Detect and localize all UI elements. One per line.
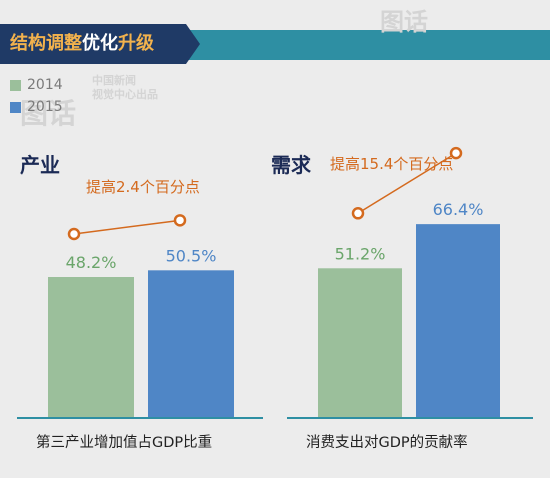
panel-title-industry: 产业	[20, 153, 60, 177]
header-label-background	[0, 24, 200, 64]
legend: 2014 2015	[10, 74, 63, 118]
caption-industry: 第三产业增加值占GDP比重	[36, 435, 213, 451]
callout-line-demand	[357, 152, 457, 214]
watermark-logo-2: 图话	[20, 97, 77, 130]
watermark-line-1: 中国新闻	[92, 74, 136, 87]
page-title: 结构调整优化升级	[10, 31, 154, 57]
baseline-industry	[17, 417, 263, 419]
title-part-2: 升级	[118, 33, 154, 54]
legend-item-2015: 2015	[10, 96, 63, 118]
watermark-logo: 图话	[380, 8, 428, 36]
bar-industry-2014	[48, 277, 134, 417]
callout-marker-industry-2015	[173, 214, 187, 227]
title-highlight: 优化	[82, 33, 118, 54]
value-label-industry-2014: 48.2%	[66, 253, 117, 272]
legend-item-2014: 2014	[10, 74, 63, 96]
bar-industry-2015	[148, 270, 234, 417]
baseline-demand	[287, 417, 533, 419]
caption-demand: 消费支出对GDP的贡献率	[306, 435, 468, 451]
legend-label-2014: 2014	[27, 77, 63, 93]
bar-demand-2014	[318, 268, 402, 417]
bar-demand-2015	[416, 224, 500, 417]
value-label-demand-2015: 66.4%	[433, 200, 484, 219]
legend-swatch-2015	[10, 101, 21, 113]
legend-label-2015: 2015	[27, 99, 63, 115]
watermark-line-2: 视觉中心出品	[92, 88, 158, 101]
title-part-1: 结构调整	[10, 33, 82, 54]
legend-swatch-2014	[10, 79, 21, 91]
callout-industry: 提高2.4个百分点	[86, 178, 200, 196]
callout-marker-demand-2014	[351, 207, 365, 220]
callout-marker-demand-2015	[449, 146, 463, 160]
value-label-industry-2015: 50.5%	[166, 246, 217, 265]
value-label-demand-2014: 51.2%	[335, 244, 386, 263]
callout-demand: 提高15.4个百分点	[330, 155, 454, 173]
callout-marker-industry-2014	[67, 227, 81, 241]
callout-line-industry	[73, 219, 181, 235]
panel-title-demand: 需求	[271, 153, 311, 177]
